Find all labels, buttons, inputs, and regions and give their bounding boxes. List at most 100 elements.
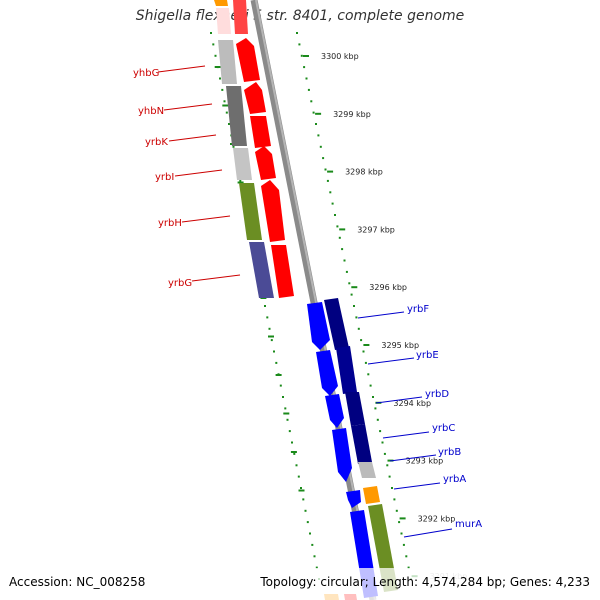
gene-label-yrbB[interactable]: yrbB bbox=[438, 447, 461, 458]
kbp-label: 3294 kbp bbox=[393, 399, 431, 408]
ruler-right-dot bbox=[364, 361, 367, 364]
gene-label-yrbE[interactable]: yrbE bbox=[416, 350, 439, 361]
gene-arrow-yrbK bbox=[250, 116, 271, 148]
ruler-left-dot bbox=[293, 452, 296, 455]
orange-yrbA bbox=[363, 486, 380, 504]
dark-yrbE bbox=[336, 346, 357, 394]
gene-label-yhbG[interactable]: yhbG bbox=[133, 68, 159, 79]
ruler-right-dot bbox=[357, 327, 360, 330]
ruler-right-dot bbox=[379, 430, 382, 433]
ruler-right-dot bbox=[319, 145, 322, 148]
ruler-right-dot bbox=[395, 509, 398, 512]
ruler-right-dot bbox=[374, 407, 377, 410]
gene-label-murA[interactable]: murA bbox=[455, 519, 482, 530]
gene-arrow-yrbF bbox=[307, 302, 330, 350]
ruler-left-dot bbox=[264, 305, 266, 307]
ruler-right-dot bbox=[372, 396, 374, 398]
ruler-left-dot bbox=[228, 123, 230, 125]
ruler-left-major-tick bbox=[237, 181, 244, 184]
gene-arrow-yrbI bbox=[255, 146, 276, 180]
gene-arrow-yhbG bbox=[236, 38, 260, 82]
ruler-left-dot bbox=[291, 441, 293, 444]
ruler-right-dot bbox=[298, 43, 301, 46]
ruler-left-dot bbox=[311, 543, 314, 546]
category-yhbN bbox=[226, 86, 247, 146]
ruler-right-dot bbox=[315, 123, 317, 125]
ruler-right-dot bbox=[312, 111, 315, 114]
forward-gene-track bbox=[214, 0, 294, 298]
category-yrbH bbox=[249, 242, 274, 298]
gene-label-yhbN[interactable]: yhbN bbox=[138, 106, 164, 117]
gene-label-yrbI[interactable]: yrbI bbox=[155, 172, 174, 183]
ruler-left-dot bbox=[282, 396, 284, 398]
gray-yrbB bbox=[358, 462, 376, 478]
ruler-left-dot bbox=[313, 555, 316, 558]
ruler-left-dot bbox=[223, 100, 226, 103]
ruler-left-dot bbox=[295, 464, 298, 467]
ruler-right-dot bbox=[331, 202, 334, 205]
ruler-left-dot bbox=[309, 532, 311, 535]
ruler-left-major-tick bbox=[275, 374, 282, 376]
ruler-right-dot bbox=[305, 77, 308, 80]
kbp-labels: 3300 kbp 3299 kbp 3298 kbp 3297 kbp 3296 kbp… bbox=[303, 52, 467, 581]
gene-arrow-yrbH bbox=[261, 180, 285, 242]
ruler-left-dot bbox=[273, 350, 275, 353]
ruler-left-dot bbox=[239, 179, 242, 182]
dark-yrbF bbox=[324, 298, 349, 350]
ruler-right-dot bbox=[369, 384, 372, 387]
ruler-right-dot bbox=[362, 350, 365, 353]
ruler-left-dot bbox=[315, 566, 318, 569]
ruler-right-dot bbox=[398, 521, 401, 524]
gene-label-yrbD[interactable]: yrbD bbox=[425, 389, 449, 400]
gene-arrow-yrbD bbox=[325, 394, 344, 428]
ruler-left-dot bbox=[268, 327, 271, 330]
ruler-right-dot bbox=[317, 134, 320, 137]
gene-arrow-yrbC bbox=[332, 428, 352, 482]
gene-label-yrbK[interactable]: yrbK bbox=[145, 137, 168, 148]
forward-gene-labels: yhbG yhbN yrbK yrbI yrbH yrbG bbox=[133, 65, 241, 289]
ruler-right-dot bbox=[367, 373, 370, 376]
gene-label-yrbC[interactable]: yrbC bbox=[432, 423, 455, 434]
kbp-label: 3296 kbp bbox=[369, 283, 407, 292]
backbone-upper bbox=[250, 0, 377, 600]
ruler-left-dot bbox=[275, 361, 278, 364]
accession-text: Accession: NC_008258 bbox=[9, 575, 146, 589]
ruler-left-dot bbox=[266, 316, 269, 319]
ruler-left-dot bbox=[212, 43, 215, 46]
ruler-right-dot bbox=[405, 555, 408, 558]
ruler-right-dot bbox=[300, 54, 303, 57]
ruler-right-major-tick bbox=[303, 55, 309, 57]
ruler-left-dot bbox=[219, 77, 221, 80]
ruler-right-major-tick bbox=[315, 112, 322, 115]
ruler-right-dot bbox=[402, 543, 405, 546]
gene-arrow-yhbN bbox=[244, 82, 266, 114]
ruler-left-dot bbox=[279, 384, 282, 387]
gene-label-yrbF[interactable]: yrbF bbox=[407, 304, 429, 315]
gene-label-yrbG[interactable]: yrbG bbox=[168, 278, 192, 289]
ruler-left-dot bbox=[300, 487, 302, 489]
ruler-right-dot bbox=[355, 316, 358, 319]
ruler-right-dot bbox=[334, 214, 336, 216]
ruler-left-dot bbox=[221, 88, 224, 91]
ruler-right-dot bbox=[345, 270, 348, 273]
ruler-right-dot bbox=[393, 498, 396, 501]
backbone-upper-shade bbox=[255, 0, 376, 600]
ruler-right-dot bbox=[386, 464, 389, 467]
kbp-label: 3300 kbp bbox=[321, 52, 359, 61]
gene-label-yrbH[interactable]: yrbH bbox=[158, 218, 182, 229]
ruler-right-major-tick bbox=[363, 344, 370, 346]
ruler-left-dot bbox=[297, 475, 300, 478]
gene-label-yrbA[interactable]: yrbA bbox=[443, 474, 466, 485]
kbp-label: 3297 kbp bbox=[357, 225, 395, 234]
category-yhbG bbox=[218, 40, 237, 84]
kbp-label: 3293 kbp bbox=[406, 457, 444, 466]
gene-top-pink bbox=[216, 8, 231, 34]
ruler-right-major-tick bbox=[351, 286, 358, 289]
gene-arrow-yrbG bbox=[271, 245, 294, 298]
ruler-right-dot bbox=[388, 475, 391, 478]
ruler-right-dot bbox=[381, 441, 384, 444]
ruler-right-dot bbox=[376, 418, 379, 421]
ruler-left-major-tick bbox=[298, 489, 305, 492]
ruler-left-major-tick bbox=[283, 412, 290, 415]
category-yrbK bbox=[233, 148, 252, 180]
